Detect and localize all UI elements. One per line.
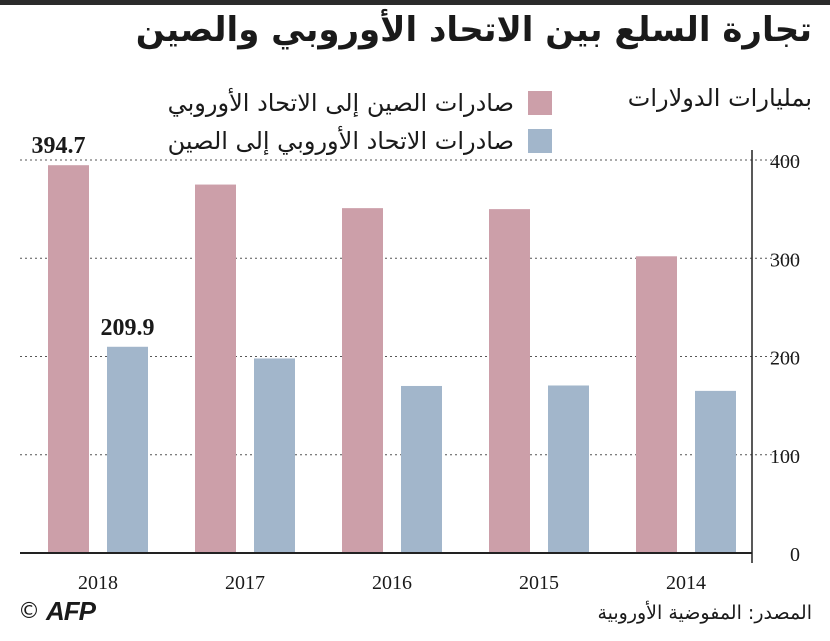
- chart-title: تجارة السلع بين الاتحاد الأوروبي والصين: [135, 10, 812, 50]
- y-tick-label-0: 0: [790, 544, 800, 566]
- x-tick-label-2014: 2014: [666, 572, 706, 594]
- y-tick-label-200: 200: [770, 348, 800, 370]
- x-tick-label-2016: 2016: [372, 572, 412, 594]
- bar-china-2017: [195, 184, 236, 553]
- legend: صادرات الصين إلى الاتحاد الأوروبي صادرات…: [168, 84, 552, 160]
- data-label-china-2018: 394.7: [32, 133, 86, 159]
- y-tick-label-400: 400: [770, 151, 800, 173]
- bar-china-2018: [48, 165, 89, 553]
- bar-china-2016: [342, 208, 383, 553]
- y-tick-label-100: 100: [770, 446, 800, 468]
- top-rule: [0, 0, 830, 5]
- bar-china-2015: [489, 209, 530, 553]
- legend-label-eu-exports: صادرات الاتحاد الأوروبي إلى الصين: [167, 127, 514, 155]
- copyright-symbol: ©: [18, 599, 40, 624]
- afp-logo-text: AFP: [46, 596, 96, 626]
- source-note: المصدر: المفوضية الأوروبية: [597, 602, 812, 624]
- afp-logo: © AFP: [18, 596, 96, 627]
- x-tick-label-2018: 2018: [78, 572, 118, 594]
- bar-eu-2018: [107, 346, 148, 553]
- legend-swatch-eu-exports: [528, 129, 552, 153]
- legend-swatch-china-exports: [528, 91, 552, 115]
- bar-eu-2014: [695, 390, 736, 553]
- x-tick-label-2017: 2017: [225, 572, 265, 594]
- bar-eu-2017: [254, 358, 295, 553]
- legend-item-eu-exports: صادرات الاتحاد الأوروبي إلى الصين: [168, 122, 552, 160]
- bar-eu-2016: [401, 385, 442, 553]
- data-label-eu-2018: 209.9: [101, 315, 155, 341]
- y-tick-label-300: 300: [770, 249, 800, 271]
- legend-label-china-exports: صادرات الصين إلى الاتحاد الأوروبي: [167, 89, 514, 117]
- bar-eu-2015: [548, 385, 589, 553]
- units-label: بمليارات الدولارات: [627, 84, 812, 112]
- legend-item-china-exports: صادرات الصين إلى الاتحاد الأوروبي: [168, 84, 552, 122]
- bar-china-2014: [636, 256, 677, 553]
- x-tick-label-2015: 2015: [519, 572, 559, 594]
